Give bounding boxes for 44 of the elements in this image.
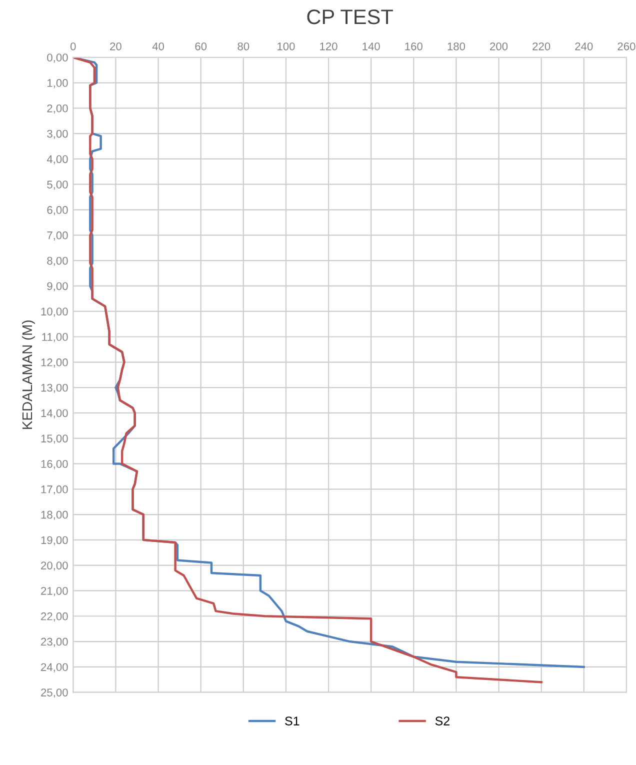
y-tick-label: 9,00 — [47, 282, 68, 292]
y-tick-label: 1,00 — [48, 79, 68, 88]
y-tick-label: 11,00 — [42, 333, 68, 342]
y-tick-label: 8,00 — [47, 256, 68, 266]
y-tick-label: 10,00 — [41, 308, 68, 317]
chart-title: CP TEST — [307, 9, 393, 24]
y-tick-label: 17,00 — [41, 485, 68, 495]
y-tick-label: 12,00 — [41, 358, 68, 368]
y-axis-title: KEDALAMAN (M) — [22, 320, 35, 429]
x-tick-label: 260 — [618, 42, 636, 50]
x-tick-label: 240 — [575, 42, 593, 50]
y-tick-label: 20,00 — [41, 562, 68, 571]
legend-label: S2 — [435, 716, 450, 726]
y-tick-label: 16,00 — [41, 460, 68, 470]
y-tick-label: 3,00 — [47, 130, 68, 140]
y-tick-label: 2,00 — [47, 104, 68, 114]
x-tick-label: 60 — [195, 42, 207, 50]
x-tick-label: 0 — [70, 42, 76, 50]
x-tick-label: 100 — [278, 42, 295, 50]
y-tick-label: 4,00 — [46, 155, 68, 164]
y-tick-label: 23,00 — [41, 638, 68, 647]
x-tick-label: 220 — [532, 42, 550, 50]
x-tick-label: 20 — [110, 42, 122, 50]
y-tick-label: 7,00 — [47, 231, 68, 241]
y-tick-label: 13,00 — [41, 384, 68, 393]
x-tick-label: 200 — [490, 42, 508, 50]
y-tick-label: 5,00 — [47, 180, 68, 190]
x-tick-label: 160 — [405, 42, 422, 50]
legend-label: S1 — [285, 716, 300, 726]
y-tick-label: 21,00 — [41, 587, 68, 596]
y-tick-label: 19,00 — [41, 536, 68, 546]
y-tick-label: 6,00 — [47, 206, 68, 216]
x-tick-label: 120 — [320, 42, 338, 50]
y-tick-label: 25,00 — [41, 688, 68, 698]
y-tick-label: 18,00 — [41, 510, 68, 520]
y-tick-label: 24,00 — [41, 663, 68, 672]
x-tick-label: 180 — [448, 42, 466, 50]
y-tick-label: 22,00 — [41, 612, 68, 622]
y-tick-label: 14,00 — [41, 409, 68, 418]
x-tick-label: 80 — [238, 42, 250, 50]
x-tick-label: 40 — [152, 42, 164, 50]
x-tick-label: 140 — [362, 42, 380, 50]
y-tick-label: 15,00 — [41, 434, 68, 444]
y-tick-label: 0,00 — [47, 54, 68, 63]
